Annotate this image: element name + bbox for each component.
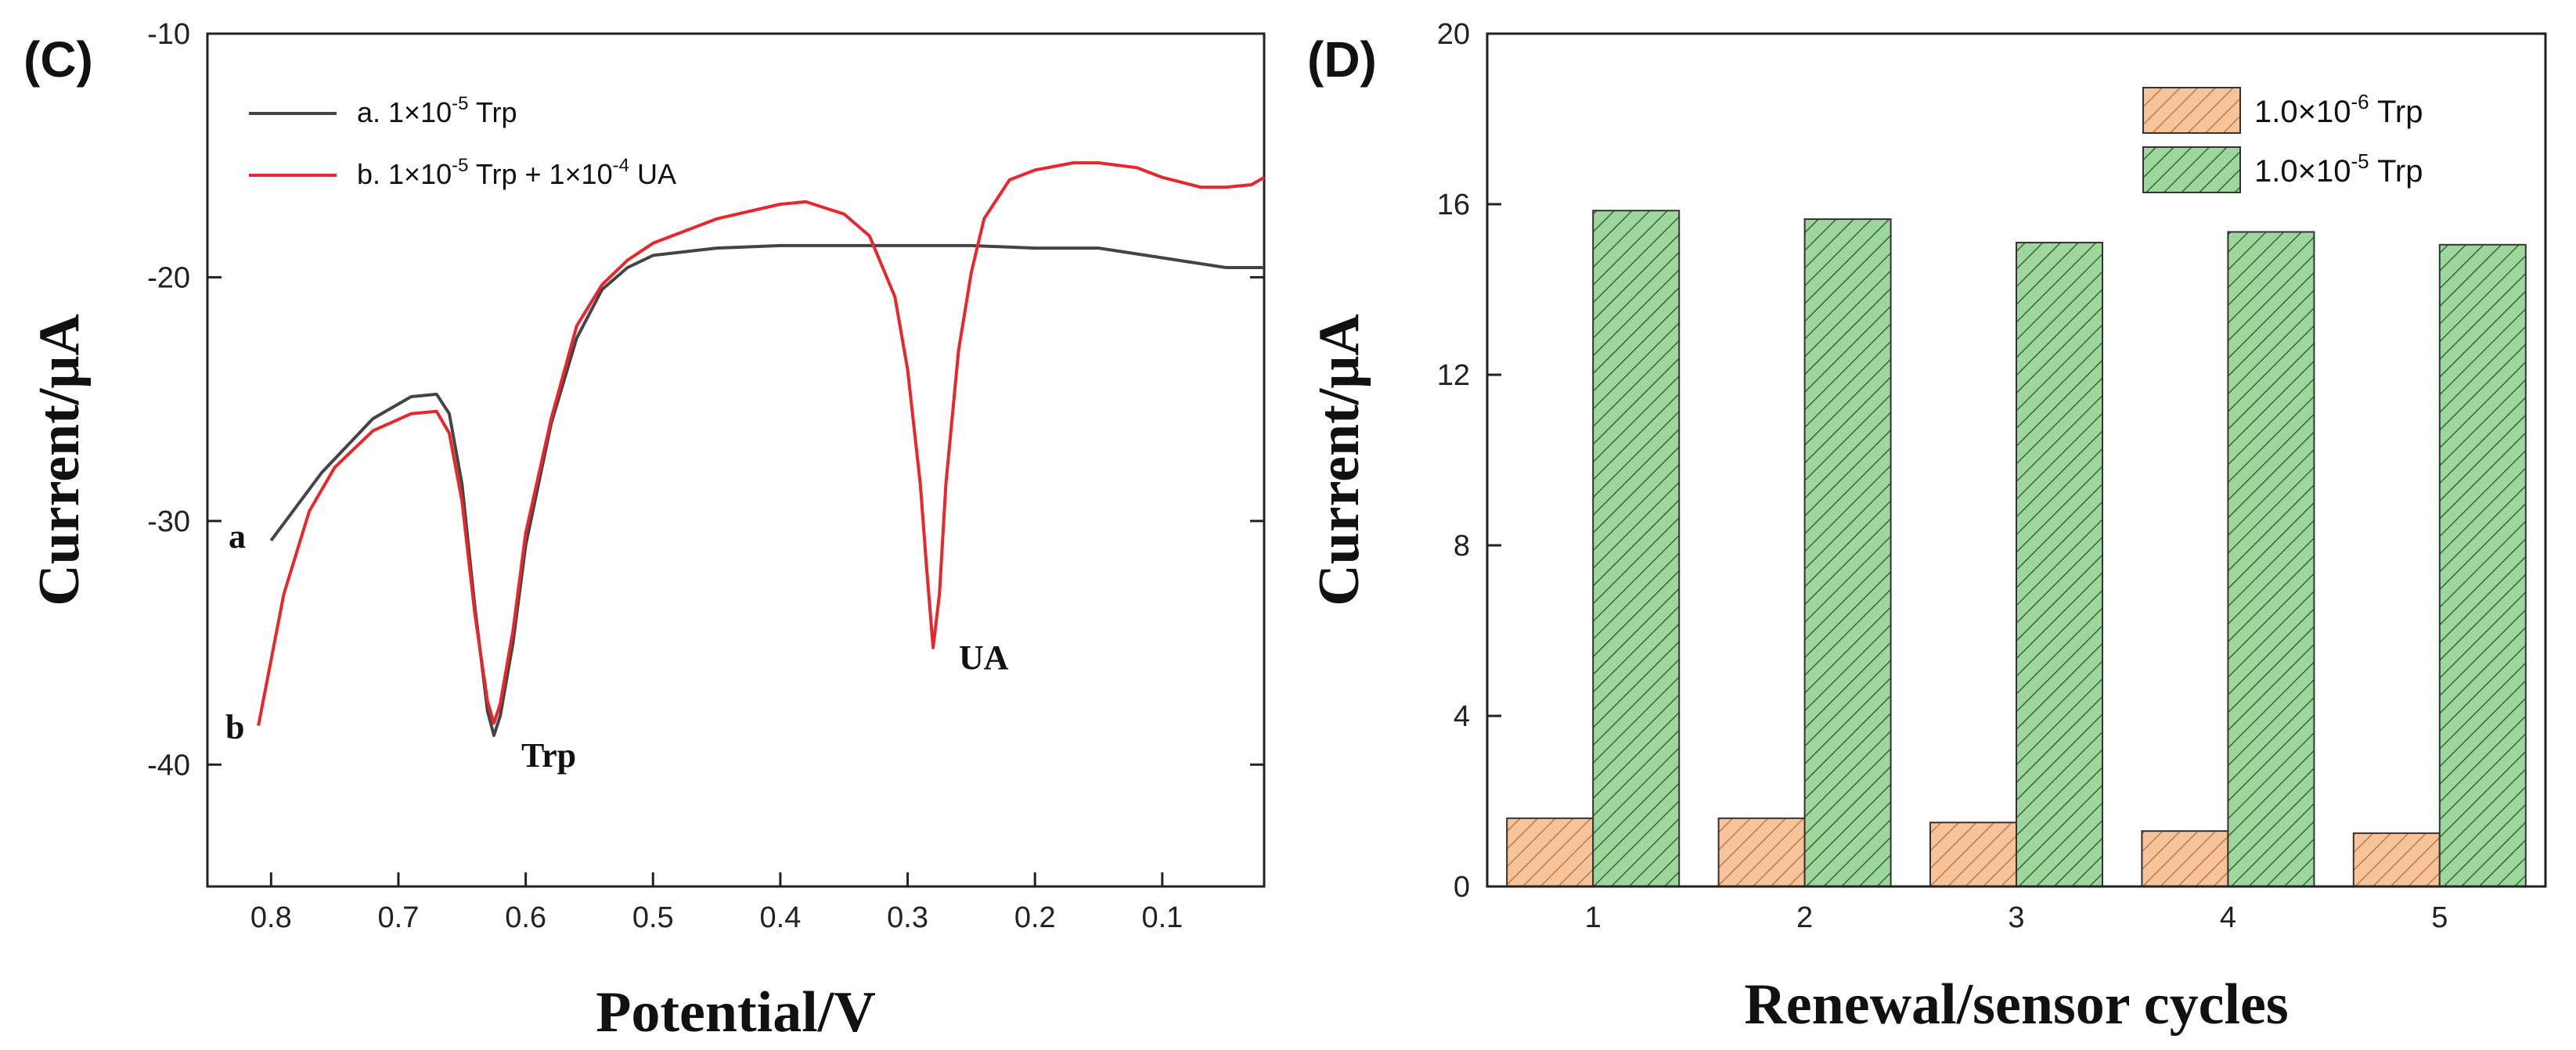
c-ytick-label: -30 bbox=[147, 505, 190, 538]
c-ytick-label: -20 bbox=[147, 261, 190, 294]
bar-low-5 bbox=[2352, 832, 2441, 887]
d-xtick-label: 3 bbox=[2008, 901, 2024, 934]
bar-low-1 bbox=[1506, 817, 1594, 888]
bar-low-4 bbox=[2141, 830, 2229, 888]
series-line-b bbox=[257, 161, 1265, 726]
panel-d-ylabel: Current/μA bbox=[1307, 314, 1371, 606]
panel-d-bars bbox=[1506, 210, 2527, 888]
panel-c-frame bbox=[206, 32, 1266, 888]
c-xtick-label: 0.5 bbox=[632, 901, 674, 934]
c-ytick-label: -10 bbox=[147, 18, 190, 51]
d-xtick-label: 4 bbox=[2220, 901, 2236, 934]
panel-c-label: (C) bbox=[23, 31, 93, 88]
d-ytick-label: 16 bbox=[1437, 189, 1470, 221]
c-xtick-label: 0.7 bbox=[378, 901, 420, 934]
c-xtick-label: 0.1 bbox=[1141, 901, 1183, 934]
panel-c-ticks: 0.8 0.7 0.6 0.5 0.4 0.3 0.2 0.1 -10 -20 -30 -40 bbox=[147, 18, 1264, 934]
panel-c-legend: a. 1×10-5 Trp b. 1×10-5 Trp + 1×10-4 UA bbox=[249, 93, 676, 190]
panel-c: (C) 0.8 0.7 0.6 0.5 0.4 0.3 0.2 0.1 -10 -20 -30 -40… bbox=[23, 18, 1266, 1045]
ua-peak-label: UA bbox=[959, 638, 1009, 677]
bar-high-5 bbox=[2438, 243, 2527, 887]
d-xtick-label: 1 bbox=[1585, 901, 1601, 934]
panel-c-xlabel: Potential/V bbox=[596, 980, 876, 1045]
bar-low-3 bbox=[1929, 822, 2017, 887]
panel-d-frame bbox=[1486, 32, 2547, 888]
d-ytick-label: 4 bbox=[1454, 700, 1470, 733]
panel-d-label: (D) bbox=[1307, 31, 1377, 88]
c-ytick-label: -40 bbox=[147, 749, 190, 782]
legend-b-text: b. 1×10-5 Trp + 1×10-4 UA bbox=[357, 155, 676, 190]
c-xtick-label: 0.2 bbox=[1014, 901, 1056, 934]
d-xtick-label: 2 bbox=[1796, 901, 1813, 934]
curve-a-label: a bbox=[229, 517, 246, 556]
panel-d-xlabel: Renewal/sensor cycles bbox=[1744, 973, 2288, 1037]
d-ytick-label: 0 bbox=[1454, 871, 1470, 904]
panel-d-legend: 1.0×10-6 Trp 1.0×10-5 Trp bbox=[2142, 87, 2423, 193]
legend-low-swatch bbox=[2142, 87, 2241, 134]
legend-low-text: 1.0×10-6 Trp bbox=[2254, 90, 2423, 129]
panel-c-ylabel: Current/μA bbox=[27, 314, 92, 606]
legend-high-swatch bbox=[2142, 146, 2241, 193]
bar-high-4 bbox=[2227, 231, 2315, 887]
c-xtick-label: 0.6 bbox=[505, 901, 546, 934]
bar-high-3 bbox=[2016, 242, 2103, 887]
d-ytick-label: 20 bbox=[1437, 18, 1470, 51]
d-ytick-label: 8 bbox=[1454, 530, 1470, 563]
panel-c-series bbox=[257, 161, 1265, 737]
series-line-a bbox=[269, 243, 1264, 737]
trp-peak-label: Trp bbox=[521, 736, 576, 775]
legend-high-text: 1.0×10-5 Trp bbox=[2254, 149, 2423, 189]
bar-low-2 bbox=[1717, 817, 1806, 888]
c-xtick-label: 0.4 bbox=[760, 901, 802, 934]
curve-b-label: b bbox=[225, 708, 244, 746]
d-ytick-label: 12 bbox=[1437, 359, 1470, 392]
bar-high-1 bbox=[1592, 210, 1681, 887]
legend-a-text: a. 1×10-5 Trp bbox=[357, 93, 517, 128]
c-xtick-label: 0.3 bbox=[887, 901, 928, 934]
d-xtick-label: 5 bbox=[2431, 901, 2448, 934]
c-xtick-label: 0.8 bbox=[250, 901, 292, 934]
bar-high-2 bbox=[1803, 218, 1892, 887]
